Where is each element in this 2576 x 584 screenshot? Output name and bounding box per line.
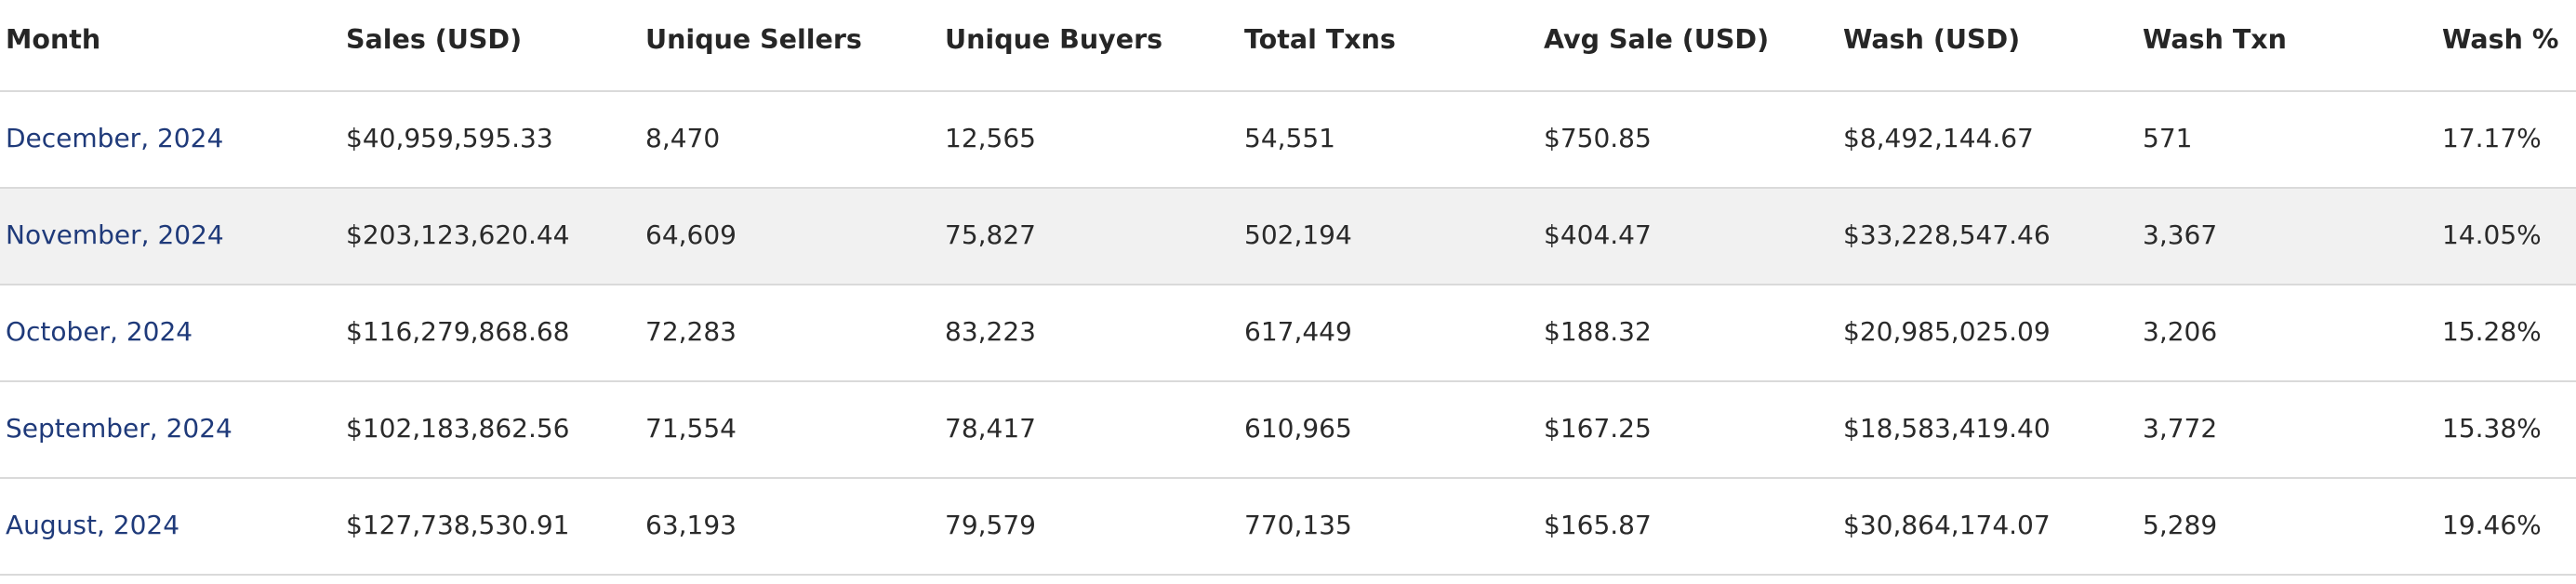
wash-usd-cell: $30,864,174.07 — [1843, 509, 2051, 540]
total-txns-cell: 610,965 — [1244, 412, 1352, 444]
table-row: November, 2024 $203,123,620.44 64,609 75… — [0, 189, 2576, 285]
column-header-unique-buyers[interactable]: Unique Buyers — [945, 24, 1163, 55]
wash-usd-cell: $20,985,025.09 — [1843, 315, 2051, 347]
sales-cell: $116,279,868.68 — [346, 315, 570, 347]
wash-pct-cell: 15.38% — [2442, 412, 2542, 444]
month-cell: October, 2024 — [0, 316, 340, 347]
wash-txn-cell: 3,206 — [2143, 315, 2218, 347]
table-row: October, 2024 $116,279,868.68 72,283 83,… — [0, 285, 2576, 382]
month-cell: November, 2024 — [0, 219, 340, 250]
month-link[interactable]: August, 2024 — [6, 509, 180, 540]
column-header-wash-pct[interactable]: Wash % — [2442, 24, 2559, 55]
column-header-wash-txn[interactable]: Wash Txn — [2143, 24, 2287, 55]
sales-cell: $40,959,595.33 — [346, 122, 553, 153]
wash-txn-cell: 3,367 — [2143, 219, 2218, 250]
month-cell: August, 2024 — [0, 510, 340, 540]
table-header-row: Month Sales (USD) Unique Sellers Unique … — [0, 0, 2576, 92]
month-cell: September, 2024 — [0, 413, 340, 444]
total-txns-cell: 502,194 — [1244, 219, 1352, 250]
unique-buyers-cell: 12,565 — [945, 122, 1036, 153]
column-header-unique-sellers[interactable]: Unique Sellers — [645, 24, 862, 55]
unique-sellers-cell: 72,283 — [645, 315, 737, 347]
column-header-wash-usd[interactable]: Wash (USD) — [1843, 24, 2021, 55]
unique-buyers-cell: 75,827 — [945, 219, 1036, 250]
avg-sale-cell: $165.87 — [1544, 509, 1652, 540]
table-row: August, 2024 $127,738,530.91 63,193 79,5… — [0, 479, 2576, 576]
column-header-total-txns[interactable]: Total Txns — [1244, 24, 1396, 55]
wash-usd-cell: $33,228,547.46 — [1843, 219, 2051, 250]
wash-txn-cell: 3,772 — [2143, 412, 2218, 444]
wash-pct-cell: 15.28% — [2442, 315, 2542, 347]
unique-buyers-cell: 83,223 — [945, 315, 1036, 347]
total-txns-cell: 617,449 — [1244, 315, 1352, 347]
unique-sellers-cell: 64,609 — [645, 219, 737, 250]
sales-cell: $203,123,620.44 — [346, 219, 570, 250]
wash-txn-cell: 5,289 — [2143, 509, 2218, 540]
wash-txn-cell: 571 — [2143, 122, 2193, 153]
wash-pct-cell: 19.46% — [2442, 509, 2542, 540]
month-link[interactable]: November, 2024 — [6, 219, 224, 250]
wash-usd-cell: $18,583,419.40 — [1843, 412, 2051, 444]
month-link[interactable]: October, 2024 — [6, 315, 193, 347]
wash-usd-cell: $8,492,144.67 — [1843, 122, 2034, 153]
total-txns-cell: 54,551 — [1244, 122, 1335, 153]
sales-cell: $102,183,862.56 — [346, 412, 570, 444]
unique-sellers-cell: 63,193 — [645, 509, 737, 540]
unique-sellers-cell: 71,554 — [645, 412, 737, 444]
column-header-avg-sale[interactable]: Avg Sale (USD) — [1544, 24, 1770, 55]
wash-pct-cell: 14.05% — [2442, 219, 2542, 250]
avg-sale-cell: $750.85 — [1544, 122, 1652, 153]
table-row: September, 2024 $102,183,862.56 71,554 7… — [0, 382, 2576, 479]
unique-sellers-cell: 8,470 — [645, 122, 721, 153]
wash-pct-cell: 17.17% — [2442, 122, 2542, 153]
avg-sale-cell: $188.32 — [1544, 315, 1652, 347]
sales-cell: $127,738,530.91 — [346, 509, 570, 540]
avg-sale-cell: $167.25 — [1544, 412, 1652, 444]
total-txns-cell: 770,135 — [1244, 509, 1352, 540]
month-link[interactable]: December, 2024 — [6, 122, 224, 153]
table-row: December, 2024 $40,959,595.33 8,470 12,5… — [0, 92, 2576, 189]
column-header-sales[interactable]: Sales (USD) — [346, 24, 523, 55]
month-cell: December, 2024 — [0, 123, 340, 153]
column-header-month[interactable]: Month — [6, 24, 101, 55]
unique-buyers-cell: 79,579 — [945, 509, 1036, 540]
unique-buyers-cell: 78,417 — [945, 412, 1036, 444]
avg-sale-cell: $404.47 — [1544, 219, 1652, 250]
month-link[interactable]: September, 2024 — [6, 412, 232, 444]
